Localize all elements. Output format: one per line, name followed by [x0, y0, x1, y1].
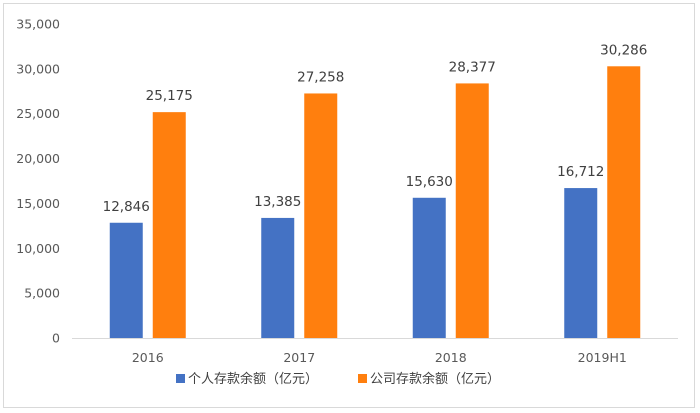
x-tick-label: 2017	[283, 350, 315, 365]
legend: 个人存款余额（亿元） 公司存款余额（亿元）	[176, 371, 500, 387]
bar-corporate	[304, 93, 338, 338]
data-label: 25,175	[146, 88, 193, 104]
legend-swatch	[358, 374, 367, 383]
bars: 12,846 25,175 13,385 27,258 15,630 28,377 16,7…	[103, 42, 647, 338]
legend-swatch	[176, 374, 185, 383]
y-tick-label: 30,000	[16, 61, 60, 76]
bar-corporate	[607, 66, 641, 338]
y-tick-label: 5,000	[24, 286, 60, 301]
data-label: 12,846	[103, 199, 150, 215]
y-axis: 0 5,000 10,000 15,000 20,000 25,000 30,000 35,0…	[16, 17, 60, 346]
data-label: 15,630	[406, 174, 453, 190]
data-label: 16,712	[557, 164, 604, 180]
data-label: 27,258	[297, 69, 344, 85]
bar-personal	[564, 188, 598, 338]
y-tick-label: 25,000	[16, 106, 60, 121]
y-tick-label: 35,000	[16, 17, 60, 32]
x-tick-label: 2018	[435, 350, 467, 365]
y-tick-label: 0	[52, 331, 60, 346]
y-tick-label: 10,000	[16, 241, 60, 256]
legend-label: 公司存款余额（亿元）	[370, 371, 500, 387]
y-tick-label: 15,000	[16, 196, 60, 211]
bar-corporate	[152, 112, 186, 338]
data-label: 28,377	[449, 59, 496, 75]
x-tick-label: 2019H1	[578, 350, 627, 365]
legend-label: 个人存款余额（亿元）	[188, 371, 318, 387]
bar-personal	[109, 222, 143, 338]
x-tick-label: 2016	[132, 350, 164, 365]
bar-personal	[412, 197, 446, 338]
bar-personal	[261, 217, 295, 338]
y-tick-label: 20,000	[16, 151, 60, 166]
x-axis: 2016 2017 2018 2019H1	[72, 338, 678, 365]
data-label: 13,385	[254, 194, 301, 210]
data-label: 30,286	[600, 42, 647, 58]
bar-corporate	[455, 83, 489, 338]
